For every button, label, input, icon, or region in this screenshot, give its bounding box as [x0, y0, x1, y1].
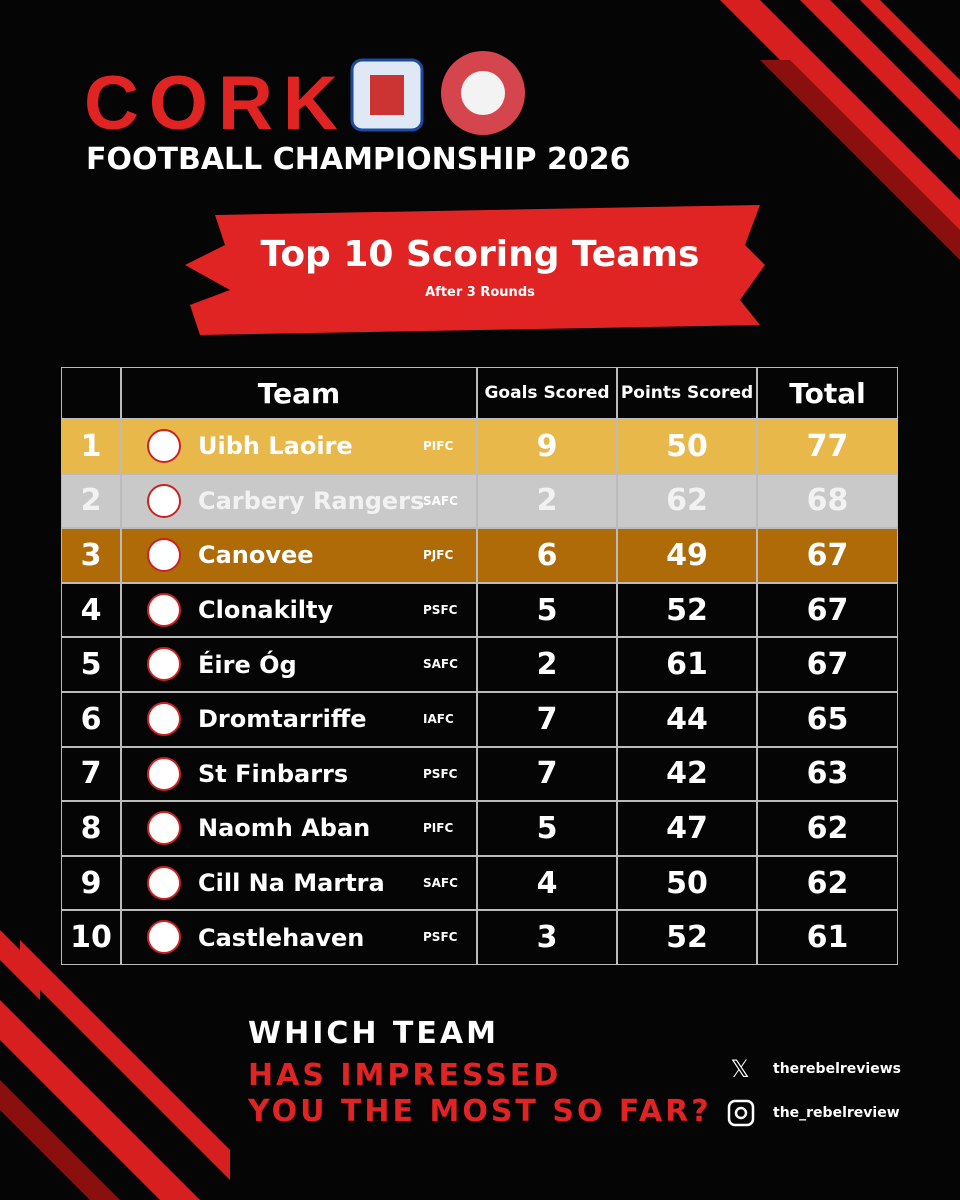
grade: PSFC: [423, 602, 458, 617]
header-cell: Goals Scored: [477, 367, 617, 419]
goals: 7: [477, 746, 617, 802]
goals: 9: [477, 419, 617, 474]
team-logo: [147, 811, 181, 846]
rank: 9: [61, 855, 121, 911]
points: 50: [617, 855, 757, 911]
x-icon: 𝕏: [730, 1055, 749, 1083]
goals: 6: [477, 528, 617, 583]
footer-line: YOU THE MOST SO FAR?: [248, 1094, 712, 1129]
banner-subtitle: After 3 Rounds: [425, 285, 535, 300]
instagram-icon-lens: [734, 1106, 748, 1120]
team-logo: [147, 538, 181, 573]
crest: [350, 58, 424, 132]
team-name: Éire Óg: [121, 637, 477, 692]
title: CORK: [84, 61, 348, 146]
team-logo: [147, 429, 181, 463]
social-handle: therebelreviews: [773, 1061, 901, 1077]
goals: 2: [477, 637, 617, 692]
points: 52: [617, 910, 757, 965]
grade: SAFC: [423, 493, 458, 508]
goals: 5: [477, 801, 617, 856]
team-logo: [147, 647, 181, 682]
team-logo: [147, 483, 181, 518]
grade: PSFC: [423, 766, 458, 781]
rank: 3: [61, 528, 121, 583]
rank: 4: [61, 582, 121, 638]
points: 42: [617, 746, 757, 802]
instagram-icon: [727, 1099, 755, 1127]
grade: SAFC: [423, 875, 458, 890]
points: 52: [617, 582, 757, 638]
table: Team Goals Scored Points Scored Total 1 Uibh …: [61, 367, 898, 965]
team-name: Canovee: [121, 528, 477, 583]
goals: 2: [477, 473, 617, 529]
team-logo: [147, 865, 181, 900]
team-name: Uibh Laoire: [121, 419, 477, 474]
total: 62: [757, 855, 898, 911]
points: 44: [617, 692, 757, 747]
banner-title: Top 10 Scoring Teams: [260, 234, 700, 275]
total: 62: [757, 801, 898, 856]
team-name: St Finbarrs: [121, 746, 477, 802]
team-name: Clonakilty: [121, 582, 477, 638]
rank: 6: [61, 692, 121, 747]
total: 77: [757, 419, 898, 474]
rank: 8: [61, 801, 121, 856]
points: 49: [617, 528, 757, 583]
grade: PJFC: [423, 548, 454, 563]
logo-ball: [461, 71, 505, 115]
total: 67: [757, 582, 898, 638]
total: 61: [757, 910, 898, 965]
header-cell: Team: [121, 367, 477, 419]
points: 50: [617, 419, 757, 474]
team-name: Castlehaven: [121, 910, 477, 965]
rank: 2: [61, 473, 121, 529]
total: 65: [757, 692, 898, 747]
team-name: Naomh Aban: [121, 801, 477, 856]
points: 61: [617, 637, 757, 692]
team-logo: [147, 592, 181, 627]
grade: PIFC: [423, 821, 454, 836]
rank: 5: [61, 637, 121, 692]
points: 47: [617, 801, 757, 856]
team-logo: [147, 920, 181, 955]
header-cell: Total: [757, 367, 898, 419]
team-logo: [147, 756, 181, 791]
total: 68: [757, 473, 898, 529]
rank: 10: [61, 910, 121, 965]
subtitle: FOOTBALL CHAMPIONSHIP 2026: [86, 142, 631, 177]
team-logo: [147, 702, 181, 736]
total: 67: [757, 528, 898, 583]
social-handle: the_rebelreview: [773, 1105, 900, 1121]
total: 63: [757, 746, 898, 802]
total: 67: [757, 637, 898, 692]
goals: 4: [477, 855, 617, 911]
rank: 7: [61, 746, 121, 802]
goals: 3: [477, 910, 617, 965]
grade: PIFC: [423, 439, 454, 453]
grade: SAFC: [423, 657, 458, 672]
footer-line: WHICH TEAM: [248, 1016, 499, 1051]
footer-line: HAS IMPRESSED: [248, 1058, 562, 1093]
team-name: Dromtarriffe: [121, 692, 477, 747]
goals: 5: [477, 582, 617, 638]
grade: PSFC: [423, 930, 458, 945]
grade: IAFC: [423, 712, 454, 726]
goals: 7: [477, 692, 617, 747]
points: 62: [617, 473, 757, 529]
header-cell: Points Scored: [617, 367, 757, 419]
rank: 1: [61, 419, 121, 474]
header-cell: [61, 367, 121, 419]
team-name: Cill Na Martra: [121, 855, 477, 911]
brush-banner: [185, 205, 765, 335]
